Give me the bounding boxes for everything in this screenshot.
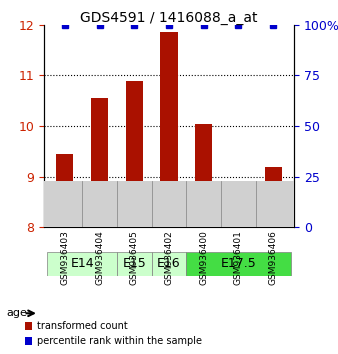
Bar [91,98,108,228]
Text: age: age [7,308,28,318]
Bar [56,154,73,228]
Text: E15: E15 [122,257,146,270]
Text: E14: E14 [70,257,94,270]
Text: E16: E16 [157,257,181,270]
FancyBboxPatch shape [117,252,152,276]
Bar [230,212,247,228]
Bar [126,80,143,228]
Text: GDS4591 / 1416088_a_at: GDS4591 / 1416088_a_at [80,11,258,25]
FancyBboxPatch shape [186,252,291,276]
FancyBboxPatch shape [152,252,186,276]
Bar [195,124,212,228]
Text: E17.5: E17.5 [221,257,256,270]
Bar [160,32,178,228]
FancyBboxPatch shape [47,252,117,276]
Bar [265,167,282,228]
Legend: transformed count, percentile rank within the sample: transformed count, percentile rank withi… [22,319,205,349]
